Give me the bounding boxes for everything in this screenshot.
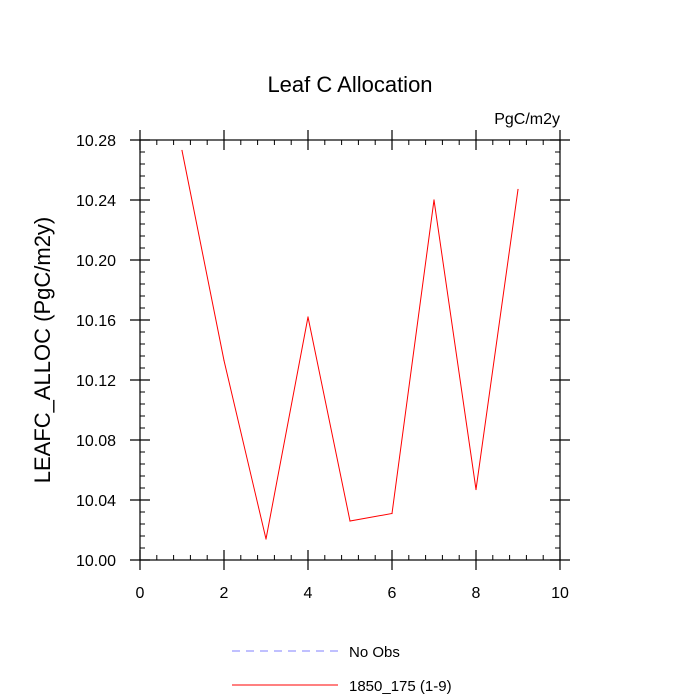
y-tick-label: 10.28 (76, 133, 116, 150)
units-label: PgC/m2y (494, 111, 560, 128)
plot-frame (139, 139, 561, 561)
legend-label: No Obs (349, 644, 400, 661)
major-ticks (130, 130, 570, 570)
chart-title: Leaf C Allocation (267, 72, 432, 97)
y-tick-label: 10.00 (76, 553, 116, 570)
y-tick-label: 10.12 (76, 373, 116, 390)
x-tick-label: 10 (551, 585, 569, 602)
minor-ticks (139, 139, 561, 561)
legend-label: 1850_175 (1-9) (349, 678, 452, 695)
x-tick-label: 8 (472, 585, 481, 602)
y-tick-label: 10.08 (76, 433, 116, 450)
y-tick-label: 10.20 (76, 253, 116, 270)
data-point (475, 488, 477, 491)
series-line (181, 150, 519, 540)
legend: No Obs 1850_175 (1-9) (232, 644, 452, 695)
x-tick-label: 4 (304, 585, 313, 602)
tick-labels: 10.00 10.04 10.08 10.12 10.16 10.20 10.24 10.28… (76, 133, 569, 602)
data-point (223, 359, 225, 362)
x-tick-label: 6 (388, 585, 397, 602)
data-point (391, 512, 393, 515)
x-tick-label: 2 (220, 585, 229, 602)
data-point (265, 538, 267, 540)
data-point (517, 188, 519, 191)
y-tick-label: 10.16 (76, 313, 116, 330)
x-tick-label: 0 (136, 585, 145, 602)
data-point (307, 316, 309, 318)
series-group (181, 149, 519, 540)
data-point (433, 199, 435, 201)
data-point (349, 520, 351, 522)
y-axis-label: LEAFC_ALLOC (PgC/m2y) (30, 217, 55, 484)
data-point (181, 149, 183, 152)
y-tick-label: 10.24 (76, 193, 116, 210)
y-tick-label: 10.04 (76, 493, 116, 510)
